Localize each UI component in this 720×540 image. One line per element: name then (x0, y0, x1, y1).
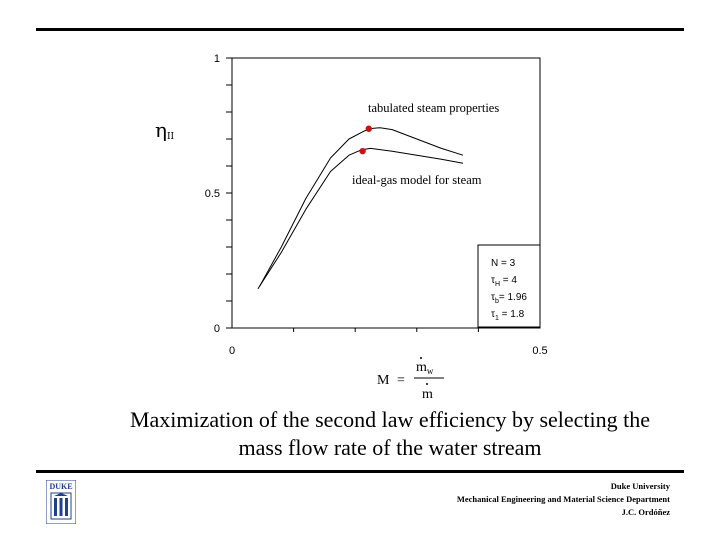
duke-logo: DUKE (46, 480, 76, 524)
series-marker-1 (359, 147, 366, 155)
x-tick-label: 0 (229, 345, 235, 357)
params-box: N = 3 τH = 4 τb= 1.96 τ1 = 1.8 (477, 244, 541, 328)
formula-lhs: M (377, 373, 390, 388)
param-row: τ1 = 1.8 (491, 309, 525, 322)
param-row: τH = 4 (491, 275, 517, 288)
formula-equals: = (397, 373, 405, 388)
caption-line-1: Maximization of the second law efficienc… (129, 407, 651, 432)
efficiency-chart: 0 0.5 1 0 0.5 ηII tabulated steam properties… (155, 53, 548, 402)
bottom-rule (36, 470, 684, 473)
denominator-dot (426, 383, 428, 385)
y-tick-label: 0 (214, 323, 220, 335)
series-marker-0 (365, 125, 372, 132)
footer-department: Mechanical Engineering and Material Scie… (456, 494, 670, 504)
formula: M = mw m (377, 357, 444, 402)
footer-author: J.C. Ordóñez (621, 507, 670, 517)
formula-numerator: mw (416, 360, 434, 376)
numerator-dot (420, 357, 422, 359)
annotation-tabulated: tabulated steam properties (368, 101, 499, 115)
y-axis-label: ηII (155, 118, 175, 142)
y-tick-label: 0.5 (205, 188, 220, 200)
top-rule (36, 28, 684, 31)
param-row: τb= 1.96 (491, 292, 527, 305)
param-row: N = 3 (491, 258, 516, 269)
y-tick-label: 1 (214, 53, 220, 65)
chart-series (257, 125, 464, 290)
chart-axes: 0 0.5 1 0 0.5 (205, 53, 548, 357)
logo-wordmark: DUKE (49, 482, 72, 491)
formula-denominator: m (422, 387, 433, 402)
series-line-1 (257, 147, 464, 290)
x-tick-label: 0.5 (532, 345, 547, 357)
footer: Duke University Mechanical Engineering a… (457, 480, 670, 519)
caption-line-2: mass flow rate of the water stream (238, 435, 542, 460)
annotation-ideal-gas: ideal-gas model for steam (352, 173, 482, 187)
slide-caption: Maximization of the second law efficienc… (60, 406, 720, 462)
footer-university: Duke University (610, 481, 670, 491)
